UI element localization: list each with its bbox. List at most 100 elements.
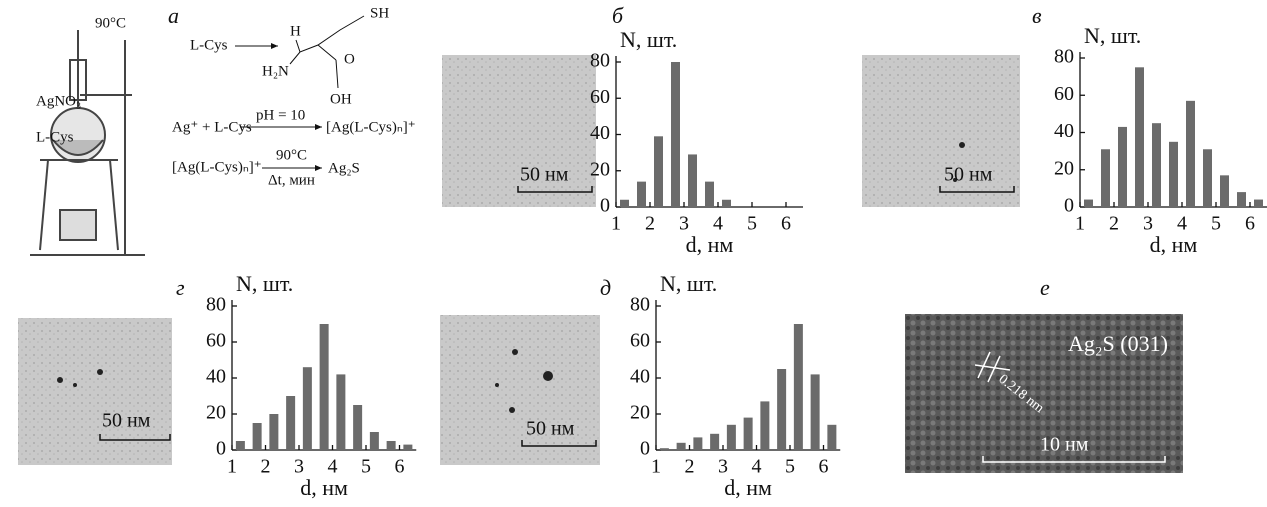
bar bbox=[722, 199, 731, 207]
y-tick-label: 0 bbox=[600, 195, 610, 217]
reaction-condition: Δt, мин bbox=[268, 172, 315, 188]
bar bbox=[319, 324, 329, 450]
x-axis-label: d, нм bbox=[1150, 232, 1198, 257]
x-tick-label: 4 bbox=[328, 456, 338, 478]
x-tick-label: 2 bbox=[645, 213, 655, 235]
bar bbox=[659, 448, 669, 450]
y-tick-label: 40 bbox=[206, 366, 226, 388]
bar bbox=[336, 374, 346, 450]
reaction-left: [Ag(L-Cys)ₙ]⁺ bbox=[172, 159, 262, 175]
x-tick-label: 4 bbox=[752, 456, 762, 478]
scale-bar bbox=[99, 186, 1015, 447]
bar bbox=[1118, 126, 1127, 207]
x-tick-label: 3 bbox=[679, 213, 689, 235]
atom: O bbox=[344, 51, 355, 67]
x-tick-label: 4 bbox=[713, 213, 723, 235]
x-tick-label: 2 bbox=[685, 456, 695, 478]
x-axis-label: d, нм bbox=[300, 475, 348, 500]
reaction-right: Ag₂S bbox=[328, 160, 360, 176]
y-tick-label: 80 bbox=[590, 50, 610, 72]
x-tick-label: 1 bbox=[227, 456, 237, 478]
bar bbox=[676, 442, 686, 450]
y-tick-label: 0 bbox=[1064, 195, 1074, 217]
bar bbox=[726, 424, 736, 450]
y-axis-label: N, шт. bbox=[1084, 23, 1141, 48]
bar bbox=[810, 374, 820, 450]
bar bbox=[743, 417, 753, 450]
bar bbox=[1169, 141, 1178, 207]
bar bbox=[1237, 192, 1246, 207]
x-tick-label: 5 bbox=[1211, 213, 1221, 235]
atom: H bbox=[290, 23, 301, 39]
bar bbox=[688, 154, 697, 207]
scale-label: 50 нм bbox=[520, 164, 569, 186]
bar bbox=[760, 401, 770, 450]
bar bbox=[671, 62, 680, 207]
x-axis-label: d, нм bbox=[724, 475, 772, 500]
y-tick-label: 40 bbox=[1054, 120, 1074, 142]
x-tick-label: 3 bbox=[294, 456, 304, 478]
y-tick-label: 60 bbox=[630, 330, 650, 352]
y-tick-label: 60 bbox=[590, 86, 610, 108]
x-tick-label: 3 bbox=[718, 456, 728, 478]
bar bbox=[269, 414, 279, 450]
reaction-left: Ag⁺ + L-Cys bbox=[172, 119, 252, 135]
bonds bbox=[289, 15, 365, 89]
bar bbox=[1220, 175, 1229, 207]
y-tick-label: 40 bbox=[630, 366, 650, 388]
panel-label: б bbox=[612, 3, 624, 28]
y-tick-label: 60 bbox=[1054, 83, 1074, 105]
y-tick-label: 20 bbox=[1054, 157, 1074, 179]
scale-label: 50 нм bbox=[526, 418, 575, 440]
y-axis-label: N, шт. bbox=[236, 271, 293, 296]
y-tick-label: 20 bbox=[206, 402, 226, 424]
bar bbox=[386, 441, 396, 450]
x-tick-label: 2 bbox=[1109, 213, 1119, 235]
panel-label: д bbox=[600, 275, 611, 300]
reagent: L-Cys bbox=[36, 129, 74, 145]
y-tick-label: 80 bbox=[630, 294, 650, 316]
bar bbox=[693, 437, 703, 450]
y-tick-label: 0 bbox=[640, 438, 650, 460]
bar bbox=[1084, 199, 1093, 207]
bar bbox=[403, 444, 413, 450]
reaction-condition: 90°C bbox=[276, 147, 307, 163]
apparatus bbox=[30, 30, 145, 256]
scale-label: 50 нм bbox=[102, 410, 151, 432]
y-tick-label: 0 bbox=[216, 438, 226, 460]
bar bbox=[369, 432, 379, 450]
y-tick-label: 20 bbox=[590, 158, 610, 180]
x-tick-label: 6 bbox=[781, 213, 791, 235]
y-axis-label: N, шт. bbox=[660, 271, 717, 296]
reaction-condition: pH = 10 bbox=[256, 107, 305, 123]
y-tick-label: 40 bbox=[590, 122, 610, 144]
panel-label: в bbox=[1032, 3, 1042, 28]
x-tick-label: 1 bbox=[651, 456, 661, 478]
bar bbox=[252, 423, 262, 450]
lattice-marker bbox=[974, 351, 1011, 383]
x-tick-label: 6 bbox=[1245, 213, 1255, 235]
scale-bar bbox=[982, 456, 1166, 463]
panel-label: а bbox=[168, 3, 179, 28]
x-tick-label: 1 bbox=[1075, 213, 1085, 235]
x-tick-label: 1 bbox=[611, 213, 621, 235]
x-tick-label: 5 bbox=[747, 213, 757, 235]
x-tick-label: 3 bbox=[1143, 213, 1153, 235]
bar bbox=[1186, 100, 1195, 207]
y-tick-label: 60 bbox=[206, 330, 226, 352]
reagent: AgNO₃ bbox=[36, 93, 81, 109]
y-tick-label: 20 bbox=[630, 402, 650, 424]
bar bbox=[302, 367, 312, 450]
y-tick-label: 80 bbox=[206, 294, 226, 316]
bar bbox=[620, 199, 629, 207]
x-tick-label: 5 bbox=[361, 456, 371, 478]
phase-label: Ag₂S (031) bbox=[1068, 331, 1168, 356]
bar bbox=[286, 396, 296, 450]
atom: SH bbox=[370, 5, 389, 21]
y-tick-label: 80 bbox=[1054, 46, 1074, 68]
atom: OH bbox=[330, 91, 352, 107]
x-tick-label: 6 bbox=[819, 456, 829, 478]
bar bbox=[793, 324, 803, 450]
bar bbox=[654, 136, 663, 207]
